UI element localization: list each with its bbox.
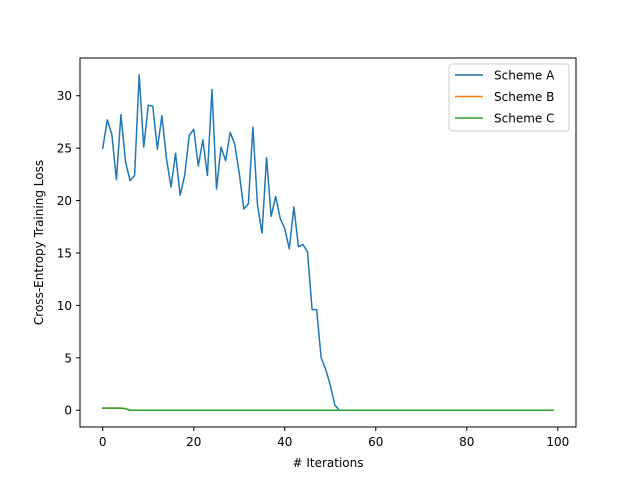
legend-label: Scheme B bbox=[494, 90, 554, 104]
y-axis-label: Cross-Entropy Training Loss bbox=[32, 160, 46, 325]
x-tick-label: 80 bbox=[459, 435, 474, 449]
x-tick-label: 40 bbox=[277, 435, 292, 449]
y-tick-label: 25 bbox=[57, 142, 72, 156]
legend-label: Scheme C bbox=[494, 112, 554, 126]
x-tick-label: 20 bbox=[186, 435, 201, 449]
y-tick-label: 10 bbox=[57, 299, 72, 313]
legend-label: Scheme A bbox=[494, 69, 555, 83]
x-tick-label: 60 bbox=[368, 435, 383, 449]
x-axis-label: # Iterations bbox=[292, 456, 363, 470]
y-axis: 0 5 10 15 20 25 30 bbox=[57, 89, 80, 418]
y-tick-label: 15 bbox=[57, 246, 72, 260]
y-tick-label: 5 bbox=[64, 351, 72, 365]
series-layer bbox=[101, 74, 554, 411]
x-axis: 0 20 40 60 80 100 bbox=[99, 427, 569, 449]
legend-frame bbox=[448, 63, 570, 132]
series-line-scheme-c bbox=[102, 407, 554, 411]
x-tick-label: 100 bbox=[546, 435, 569, 449]
y-tick-label: 30 bbox=[57, 89, 72, 103]
y-tick-label: 0 bbox=[64, 404, 72, 418]
legend: Scheme A Scheme B Scheme C bbox=[448, 63, 570, 132]
x-tick-label: 0 bbox=[99, 435, 107, 449]
plot-area-frame bbox=[79, 57, 577, 428]
y-tick-label: 20 bbox=[57, 194, 72, 208]
